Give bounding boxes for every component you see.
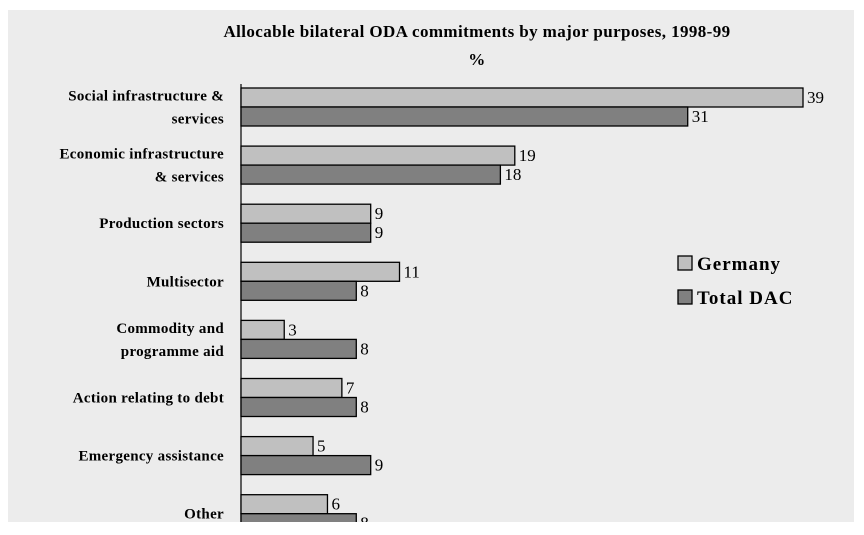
bar-total-dac xyxy=(240,106,689,127)
data-label: 19 xyxy=(519,146,536,165)
data-label: 9 xyxy=(375,223,384,242)
category-labels: Social infrastructure & services Economic … xyxy=(59,89,224,523)
legend-label: Germany xyxy=(697,254,781,275)
legend-swatch xyxy=(677,255,693,271)
data-label: 11 xyxy=(404,262,420,281)
bar-total-dac xyxy=(240,513,357,522)
legend-label: Total DAC xyxy=(697,288,793,309)
category-label: Commodity and xyxy=(116,321,224,337)
bar-germany xyxy=(240,145,516,166)
bar-total-dac xyxy=(240,454,372,476)
data-label: 3 xyxy=(288,320,297,339)
data-label: 8 xyxy=(360,514,369,522)
category-label: services xyxy=(172,112,224,128)
category-label: Production sectors xyxy=(99,216,224,232)
category-label: Economic infrastructure xyxy=(59,147,224,163)
legend-swatch xyxy=(677,289,693,305)
bar-germany xyxy=(240,494,329,515)
chart-title: Allocable bilateral ODA commitments by m… xyxy=(223,22,730,41)
category-label: Action relating to debt xyxy=(73,391,224,407)
data-label: 18 xyxy=(504,165,521,184)
bar-germany xyxy=(240,87,804,108)
bar-germany xyxy=(240,435,314,457)
data-label: 8 xyxy=(360,281,369,300)
chart-subtitle: % xyxy=(468,50,485,69)
bar-total-dac xyxy=(240,396,357,418)
data-label: 31 xyxy=(692,107,709,126)
bar-germany xyxy=(240,203,372,224)
category-label: Multisector xyxy=(147,274,224,290)
category-label: Emergency assistance xyxy=(78,449,224,465)
data-label: 9 xyxy=(375,456,384,475)
data-label: 5 xyxy=(317,437,326,456)
bars-layer: 393119189911838785968 xyxy=(240,84,824,522)
chart-panel: Allocable bilateral ODA commitments by m… xyxy=(8,10,854,522)
bar-germany xyxy=(240,377,343,399)
category-label: & services xyxy=(155,170,224,186)
bar-total-dac xyxy=(240,164,502,185)
category-label: Other xyxy=(184,507,224,522)
bar-total-dac xyxy=(240,280,357,301)
data-label: 6 xyxy=(331,495,340,514)
category-label: programme aid xyxy=(121,344,225,360)
data-label: 39 xyxy=(807,88,824,107)
bar-germany xyxy=(240,319,285,341)
chart-svg: Allocable bilateral ODA commitments by m… xyxy=(59,22,824,523)
data-label: 7 xyxy=(346,379,355,398)
bar-total-dac xyxy=(240,338,357,360)
legend: Germany Total DAC xyxy=(677,254,793,309)
bar-germany xyxy=(240,261,401,282)
data-label: 8 xyxy=(360,339,369,358)
bar-total-dac xyxy=(240,222,372,243)
data-label: 8 xyxy=(360,398,369,417)
data-label: 9 xyxy=(375,204,384,223)
category-label: Social infrastructure & xyxy=(68,89,224,105)
